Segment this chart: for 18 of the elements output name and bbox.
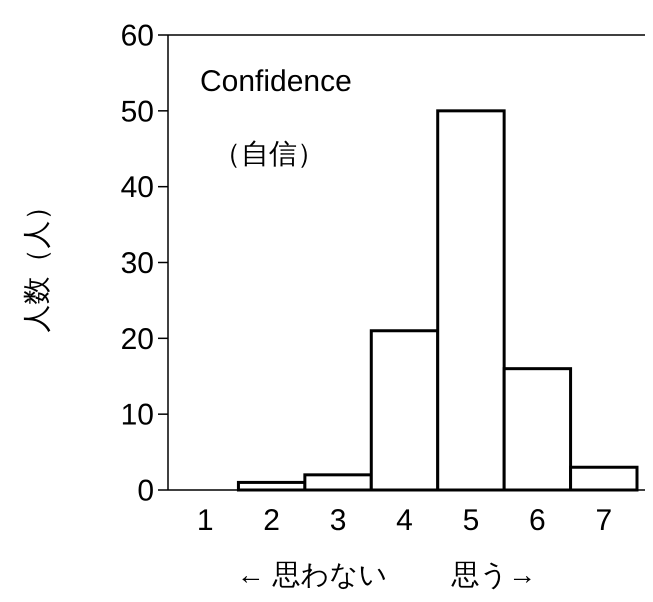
x-tick-label: 5 bbox=[462, 504, 480, 537]
x-axis-title: ← 思わない 思う→ bbox=[236, 559, 536, 590]
y-tick-label: 60 bbox=[120, 20, 154, 52]
x-tick-label: 7 bbox=[595, 504, 612, 537]
y-tick-label: 0 bbox=[137, 474, 154, 508]
text: Confidence bbox=[200, 65, 352, 98]
y-axis-title: 人数（人） bbox=[21, 192, 52, 332]
x-tick-label: 4 bbox=[396, 504, 413, 537]
y-tick-label: 50 bbox=[120, 95, 154, 128]
y-tick-label: 20 bbox=[120, 322, 154, 356]
text: （自信） bbox=[213, 138, 325, 169]
x-tick-label: 1 bbox=[196, 504, 214, 537]
y-tick-label: 30 bbox=[120, 247, 154, 280]
x-tick-label: 3 bbox=[330, 504, 346, 537]
y-tick-label: 10 bbox=[120, 398, 154, 432]
x-tick-label: 6 bbox=[529, 504, 546, 537]
x-tick-label: 2 bbox=[263, 504, 280, 537]
y-tick-label: 40 bbox=[120, 171, 154, 204]
